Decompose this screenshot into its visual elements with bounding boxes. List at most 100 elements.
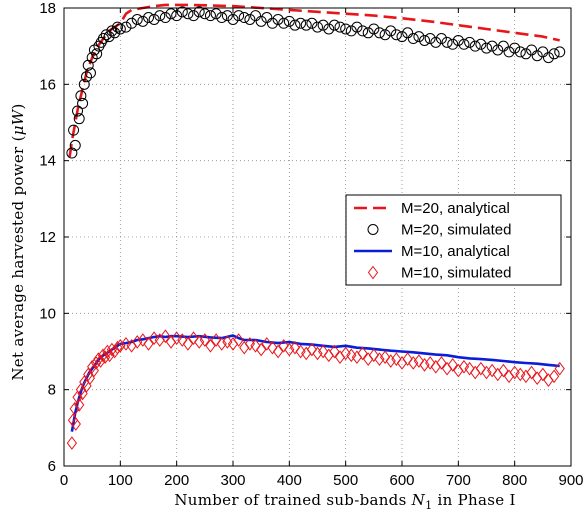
m-10-simulated-point bbox=[391, 352, 402, 366]
m-20-simulated-point bbox=[171, 10, 183, 22]
m-10-simulated-point bbox=[503, 369, 515, 384]
m-10-simulated-point bbox=[95, 354, 106, 368]
m-20-simulated-point bbox=[68, 124, 80, 136]
m-20-analytical-line bbox=[68, 3, 560, 158]
m-10-simulated-point bbox=[171, 331, 182, 345]
m-10-simulated-point bbox=[334, 350, 346, 365]
m-20-simulated-point bbox=[435, 33, 447, 45]
legend-label-m-20-simulated: M=20, simulated bbox=[401, 222, 511, 239]
m-10-simulated-point bbox=[112, 340, 123, 355]
m-20-simulated-point bbox=[255, 15, 267, 27]
m-10-simulated-point bbox=[363, 352, 374, 366]
m-10-simulated-point bbox=[312, 346, 323, 361]
m-20-simulated-point bbox=[475, 38, 487, 50]
m-20-simulated-point bbox=[210, 8, 222, 20]
m-10-simulated-point bbox=[84, 371, 96, 386]
y-tick-label: 12 bbox=[39, 229, 56, 246]
m-10-simulated-point bbox=[318, 344, 329, 359]
x-axis-label-subscript: 1 bbox=[425, 499, 432, 512]
legend-label-m-10-analytical: M=10, analytical bbox=[401, 243, 510, 260]
m-10-simulated-point bbox=[453, 363, 464, 378]
y-tick-label: 10 bbox=[39, 305, 56, 322]
m-20-simulated-point bbox=[165, 8, 177, 20]
y-tick-label: 16 bbox=[39, 76, 56, 93]
m-10-simulated-point bbox=[458, 359, 470, 374]
m-20-simulated-point bbox=[492, 44, 504, 56]
m-20-simulated-point bbox=[452, 34, 464, 46]
m-20-simulated-point bbox=[295, 17, 307, 29]
m-10-simulated-point bbox=[532, 371, 543, 386]
m-20-simulated-point bbox=[323, 23, 335, 35]
axis-ticks: 0 100 200 300 400 500 600 700 800 900 6 8 10 12 14 16 18 bbox=[39, 0, 583, 489]
x-axis-label-symbol: N bbox=[411, 491, 426, 509]
x-tick-label: 700 bbox=[446, 472, 471, 489]
m-20-simulated-point bbox=[193, 6, 205, 18]
legend: M=20, analytical M=20, simulated M=10, ana… bbox=[345, 194, 562, 286]
m-10-simulated-point bbox=[379, 350, 391, 365]
m-20-simulated-point bbox=[216, 12, 228, 24]
m-10-simulated-point bbox=[66, 436, 78, 450]
m-20-simulated-point bbox=[385, 25, 397, 37]
m-10-simulated-point bbox=[419, 358, 430, 372]
m-20-simulated-point bbox=[526, 44, 538, 56]
m-20-simulated-point bbox=[188, 10, 200, 22]
m-20-simulated-point bbox=[407, 33, 419, 45]
legend-label-m-10-simulated: M=10, simulated bbox=[401, 265, 511, 282]
y-tick-label: 14 bbox=[39, 153, 56, 170]
m-20-simulated-point bbox=[250, 10, 262, 22]
m-20-simulated-point bbox=[300, 19, 312, 31]
m-20-simulated-point bbox=[73, 113, 85, 125]
m-20-simulated-point bbox=[78, 78, 90, 90]
m-20-simulated-point bbox=[199, 8, 211, 20]
x-tick-label: 0 bbox=[60, 472, 68, 489]
m-20-simulated-point bbox=[72, 105, 84, 117]
m-10-simulated-point bbox=[99, 350, 111, 365]
m-10-simulated-point bbox=[543, 373, 554, 387]
m-20-simulated-point bbox=[419, 34, 431, 46]
m-20-simulated-point bbox=[328, 19, 340, 31]
m-10-simulated-point bbox=[77, 386, 88, 401]
m-10-simulated-point bbox=[233, 333, 244, 347]
m-20-simulated-point bbox=[154, 10, 166, 22]
m-20-simulated-point bbox=[430, 36, 442, 48]
m-10-simulated-point bbox=[120, 337, 132, 351]
m-20-simulated-point bbox=[266, 17, 278, 29]
m-20-simulated-point bbox=[458, 38, 470, 50]
m-20-simulated-point bbox=[261, 12, 273, 24]
m-10-simulated-point bbox=[182, 337, 194, 351]
m-10-simulated-point bbox=[396, 356, 408, 370]
m-20-simulated-point bbox=[548, 48, 560, 60]
m-10-simulated-point bbox=[357, 346, 368, 361]
m-10-simulated-point bbox=[97, 348, 108, 363]
y-tick-label: 8 bbox=[48, 382, 56, 399]
m-10-simulated-point bbox=[278, 338, 289, 353]
m-10-simulated-point bbox=[475, 361, 486, 376]
m-10-simulated-point bbox=[408, 356, 419, 370]
m-20-simulated-point bbox=[103, 31, 115, 43]
m-10-simulated-point bbox=[261, 337, 272, 351]
m-20-simulated-point bbox=[112, 21, 124, 33]
m-20-simulated-point bbox=[176, 6, 188, 18]
m-20-simulated-point bbox=[379, 29, 391, 41]
m-20-simulated-point bbox=[233, 10, 245, 22]
m-10-simulated-point bbox=[109, 344, 120, 359]
plot-frame bbox=[63, 7, 572, 467]
y-tick-label: 18 bbox=[39, 0, 56, 17]
m-10-simulated-point bbox=[548, 369, 560, 384]
m-10-simulated-point bbox=[346, 348, 357, 363]
m-10-simulated-point bbox=[329, 344, 340, 359]
m-10-simulated-point bbox=[295, 344, 306, 359]
m-20-simulated-point bbox=[509, 42, 521, 54]
m-10-simulated-point bbox=[464, 361, 475, 376]
m-10-simulated-point bbox=[526, 365, 537, 380]
m-10-simulated-point bbox=[199, 333, 210, 347]
m-10-simulated-point bbox=[132, 335, 143, 349]
m-10-simulated-point bbox=[509, 365, 520, 380]
m-20-simulated-point bbox=[137, 15, 149, 27]
m-20-simulated-point bbox=[227, 13, 239, 25]
legend-marker-m-20-simulated bbox=[367, 224, 379, 235]
m-10-simulated-point bbox=[104, 348, 115, 363]
m-10-simulated-point bbox=[441, 361, 453, 376]
m-10-simulated-point bbox=[143, 337, 154, 351]
m-20-simulated-point bbox=[244, 13, 256, 25]
